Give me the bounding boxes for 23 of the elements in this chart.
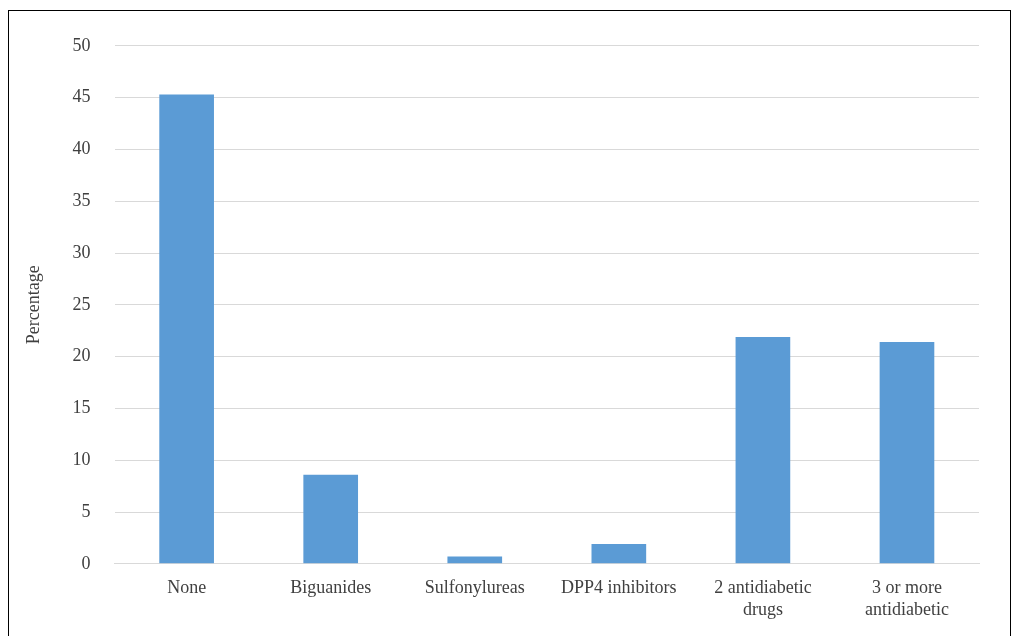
x-tick-label: Sulfonylureas <box>424 577 525 598</box>
x-tick-label: DPP4 inhibitors <box>561 577 677 598</box>
x-tick-label: Biguanides <box>290 577 372 598</box>
y-tick-label: 25 <box>72 293 91 314</box>
x-tick-label: 3 or more antidiabetic <box>864 577 949 619</box>
x-tick-label: 2 antidiabetic drugs <box>714 577 812 619</box>
y-axis-title: Percentage <box>22 265 43 345</box>
y-tick-label: 20 <box>72 345 91 366</box>
bar <box>591 544 647 564</box>
x-tick-label: None <box>167 577 207 598</box>
y-tick-label: 10 <box>72 448 91 469</box>
bar <box>735 336 791 564</box>
y-tick-label: 45 <box>72 86 91 107</box>
y-tick-label: 15 <box>72 397 91 418</box>
y-tick-label: 40 <box>72 138 91 159</box>
bar <box>303 474 359 564</box>
y-tick-label: 5 <box>81 500 91 521</box>
bar <box>159 94 214 564</box>
y-tick-label: 35 <box>72 189 91 210</box>
y-tick-label: 0 <box>81 552 91 573</box>
bar <box>879 342 935 564</box>
y-tick-label: 50 <box>72 34 91 55</box>
y-tick-label: 30 <box>72 241 91 262</box>
